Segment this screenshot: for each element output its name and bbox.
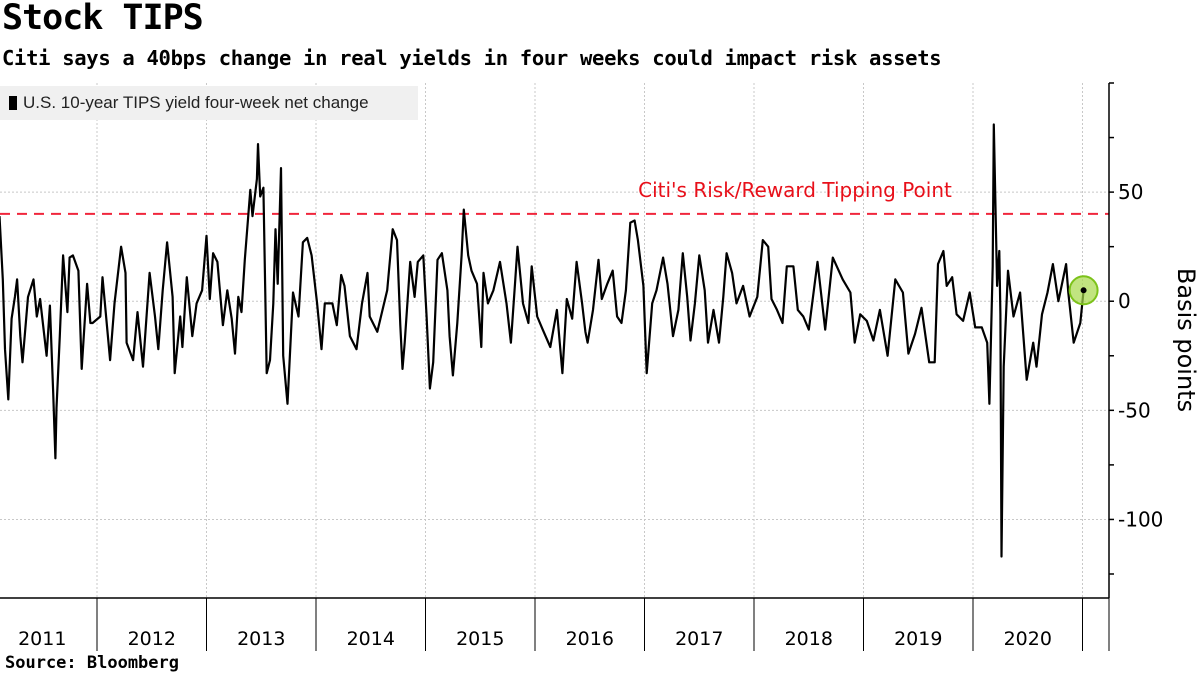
x-tick-label: 2013	[237, 628, 285, 650]
x-tick-label: 2011	[18, 628, 66, 650]
y-tick-label: -50	[1118, 398, 1151, 422]
x-axis-labels: 2011 2012 2013 2014 2015 2016 2017 2018 2019 2020	[18, 628, 1052, 650]
source-note: Source: Bloomberg	[5, 653, 179, 673]
y-axis-ticks: 50 0 -50 -100	[1109, 82, 1163, 575]
x-tick-label: 2015	[456, 628, 504, 650]
latest-value-point	[1080, 287, 1087, 294]
x-tick-label: 2017	[675, 628, 723, 650]
series-line	[0, 123, 1085, 558]
x-tick-label: 2012	[128, 628, 176, 650]
x-tick-label: 2018	[785, 628, 833, 650]
legend-swatch	[9, 96, 17, 110]
year-separators	[96, 598, 1110, 651]
legend: U.S. 10-year TIPS yield four-week net ch…	[0, 86, 418, 120]
chart-subtitle: Citi says a 40bps change in real yields …	[2, 46, 942, 70]
y-tick-label: 0	[1118, 289, 1131, 313]
x-tick-label: 2019	[894, 628, 942, 650]
reference-line-label: Citi's Risk/Reward Tipping Point	[638, 178, 952, 202]
y-tick-label: -100	[1118, 507, 1163, 531]
gridlines	[0, 83, 1109, 598]
chart-title: Stock TIPS	[2, 0, 204, 38]
y-tick-label: 50	[1118, 180, 1143, 204]
x-tick-label: 2016	[566, 628, 614, 650]
x-tick-label: 2014	[347, 628, 395, 650]
legend-label: U.S. 10-year TIPS yield four-week net ch…	[23, 93, 369, 112]
x-tick-label: 2020	[1004, 628, 1052, 650]
y-axis-title: Basis points	[1172, 268, 1200, 412]
